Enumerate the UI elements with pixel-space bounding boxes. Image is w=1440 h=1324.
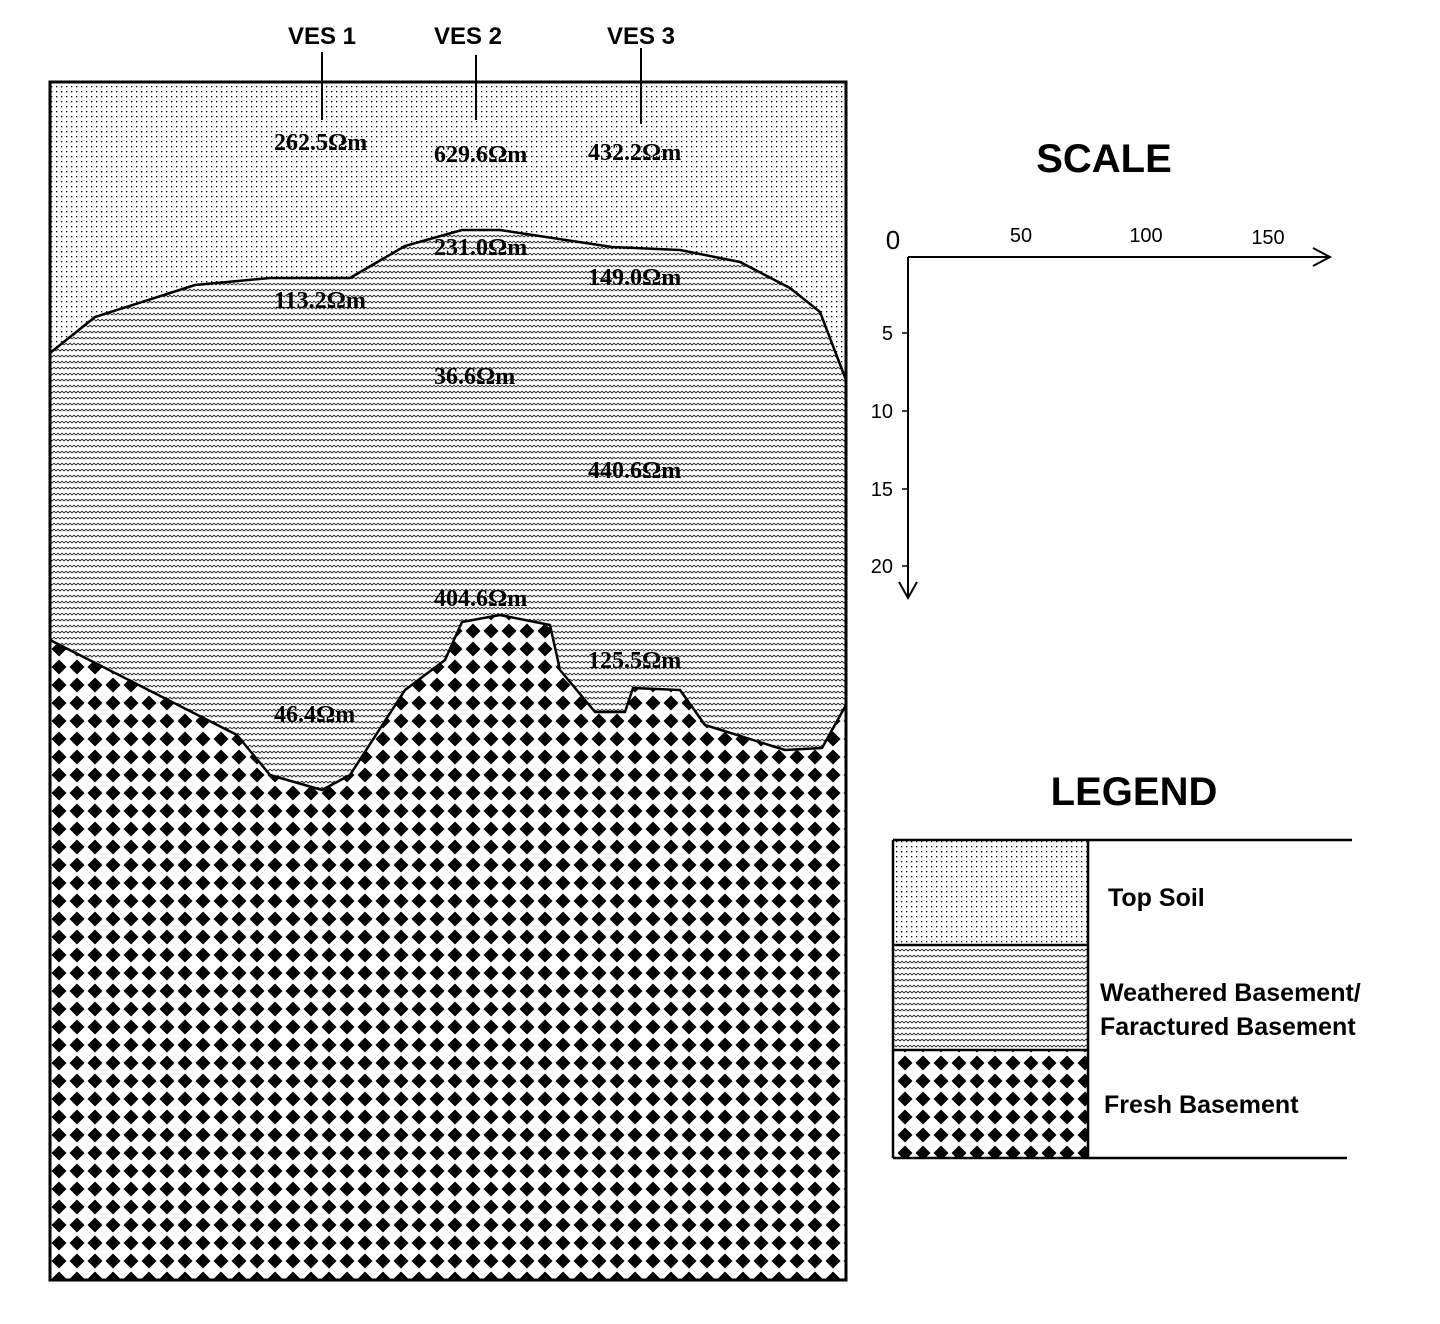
legend-swatch-top-soil	[893, 840, 1088, 945]
legend-label-weathered-line1: Weathered Basement/	[1100, 979, 1361, 1007]
scale-h-tick-label: 50	[1010, 225, 1032, 247]
scale-h-tick-label: 100	[1129, 225, 1162, 247]
resistivity-label: 46.4Ωm	[274, 702, 355, 728]
scale-v-tick-label: 10	[871, 401, 893, 423]
legend-swatch-fresh-basement	[893, 1050, 1088, 1158]
resistivity-label: 113.2Ωm	[274, 288, 366, 314]
legend-box	[891, 838, 1352, 1160]
resistivity-label: 36.6Ωm	[434, 364, 515, 390]
scale-v-tick-label: 20	[871, 556, 893, 578]
ves-3-label: VES 3	[607, 23, 675, 50]
scale-axes	[898, 247, 1333, 601]
scale-title: SCALE	[1036, 137, 1172, 181]
legend-label-top-soil: Top Soil	[1108, 884, 1205, 912]
scale-origin-label: 0	[886, 225, 900, 255]
scale-v-tick-label: 5	[882, 323, 893, 345]
legend-title: LEGEND	[1051, 770, 1218, 814]
ves-1-label: VES 1	[288, 23, 356, 50]
resistivity-label: 125.5Ωm	[588, 648, 681, 674]
ves-3-marker: VES 3	[607, 23, 675, 124]
legend-label-fresh-basement: Fresh Basement	[1104, 1091, 1299, 1119]
fresh-basement-layer	[50, 615, 846, 1280]
weathered-basement-layer	[48, 228, 848, 792]
resistivity-label: 629.6Ωm	[434, 142, 527, 168]
resistivity-label: 231.0Ωm	[434, 235, 527, 261]
ves-2-label: VES 2	[434, 23, 502, 50]
resistivity-label: 404.6Ωm	[434, 586, 527, 612]
resistivity-label: 262.5Ωm	[274, 130, 367, 156]
resistivity-label: 440.6Ωm	[588, 458, 681, 484]
section-border	[48, 80, 848, 1282]
legend-swatch-weathered-basement	[893, 945, 1088, 1050]
resistivity-label: 149.0Ωm	[588, 265, 681, 291]
ves-1-marker: VES 1	[288, 23, 356, 120]
legend-label-weathered-line2: Faractured Basement	[1100, 1013, 1356, 1041]
ves-2-marker: VES 2	[434, 23, 502, 120]
resistivity-label: 432.2Ωm	[588, 140, 681, 166]
scale-v-tick-label: 15	[871, 479, 893, 501]
scale-h-tick-label: 150	[1251, 227, 1284, 249]
